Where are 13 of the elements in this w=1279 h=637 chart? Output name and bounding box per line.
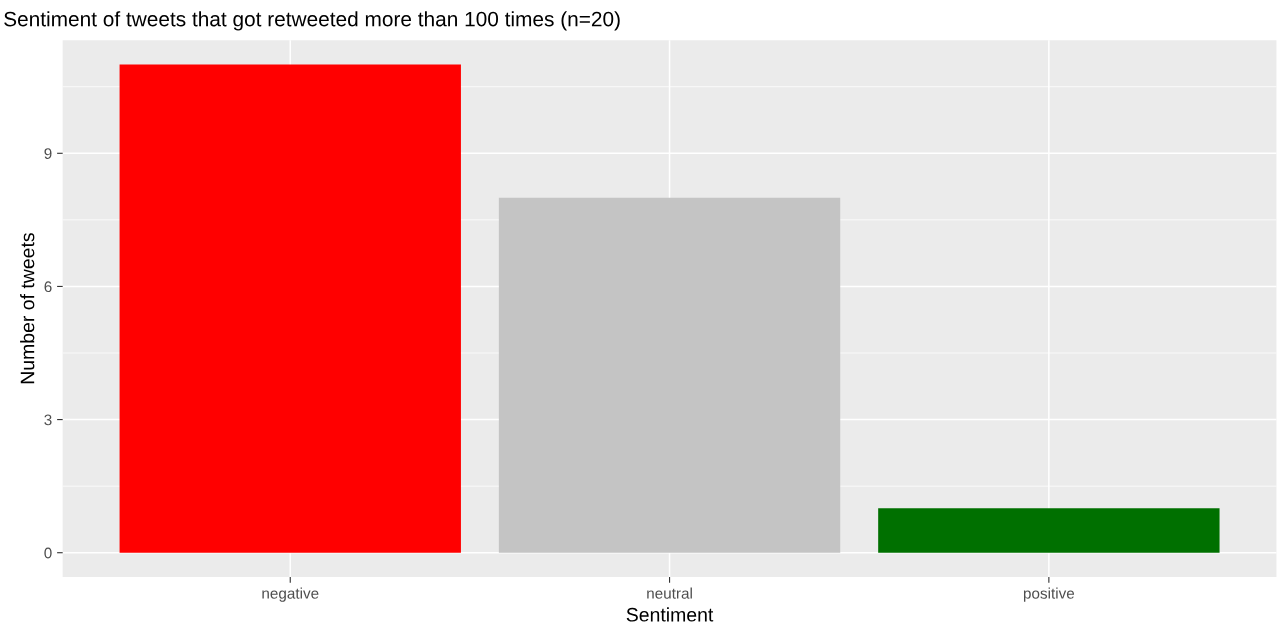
bar <box>119 64 461 553</box>
bar <box>878 508 1220 553</box>
x-axis-title: Sentiment <box>626 607 714 622</box>
x-tick-label: negative <box>262 587 319 602</box>
y-tick-label: 3 <box>44 414 52 426</box>
chart-title: Sentiment of tweets that got retweeted more than 100 times (n=20) <box>4 11 620 31</box>
x-tick-label: neutral <box>647 587 692 599</box>
bar <box>498 197 841 553</box>
y-tick-label: 0 <box>44 547 52 559</box>
y-tick-label: 9 <box>44 148 52 159</box>
x-tick-label: positive <box>1023 587 1075 602</box>
y-tick-label: 6 <box>44 281 52 293</box>
y-axis-title: Number of tweets <box>20 233 35 384</box>
